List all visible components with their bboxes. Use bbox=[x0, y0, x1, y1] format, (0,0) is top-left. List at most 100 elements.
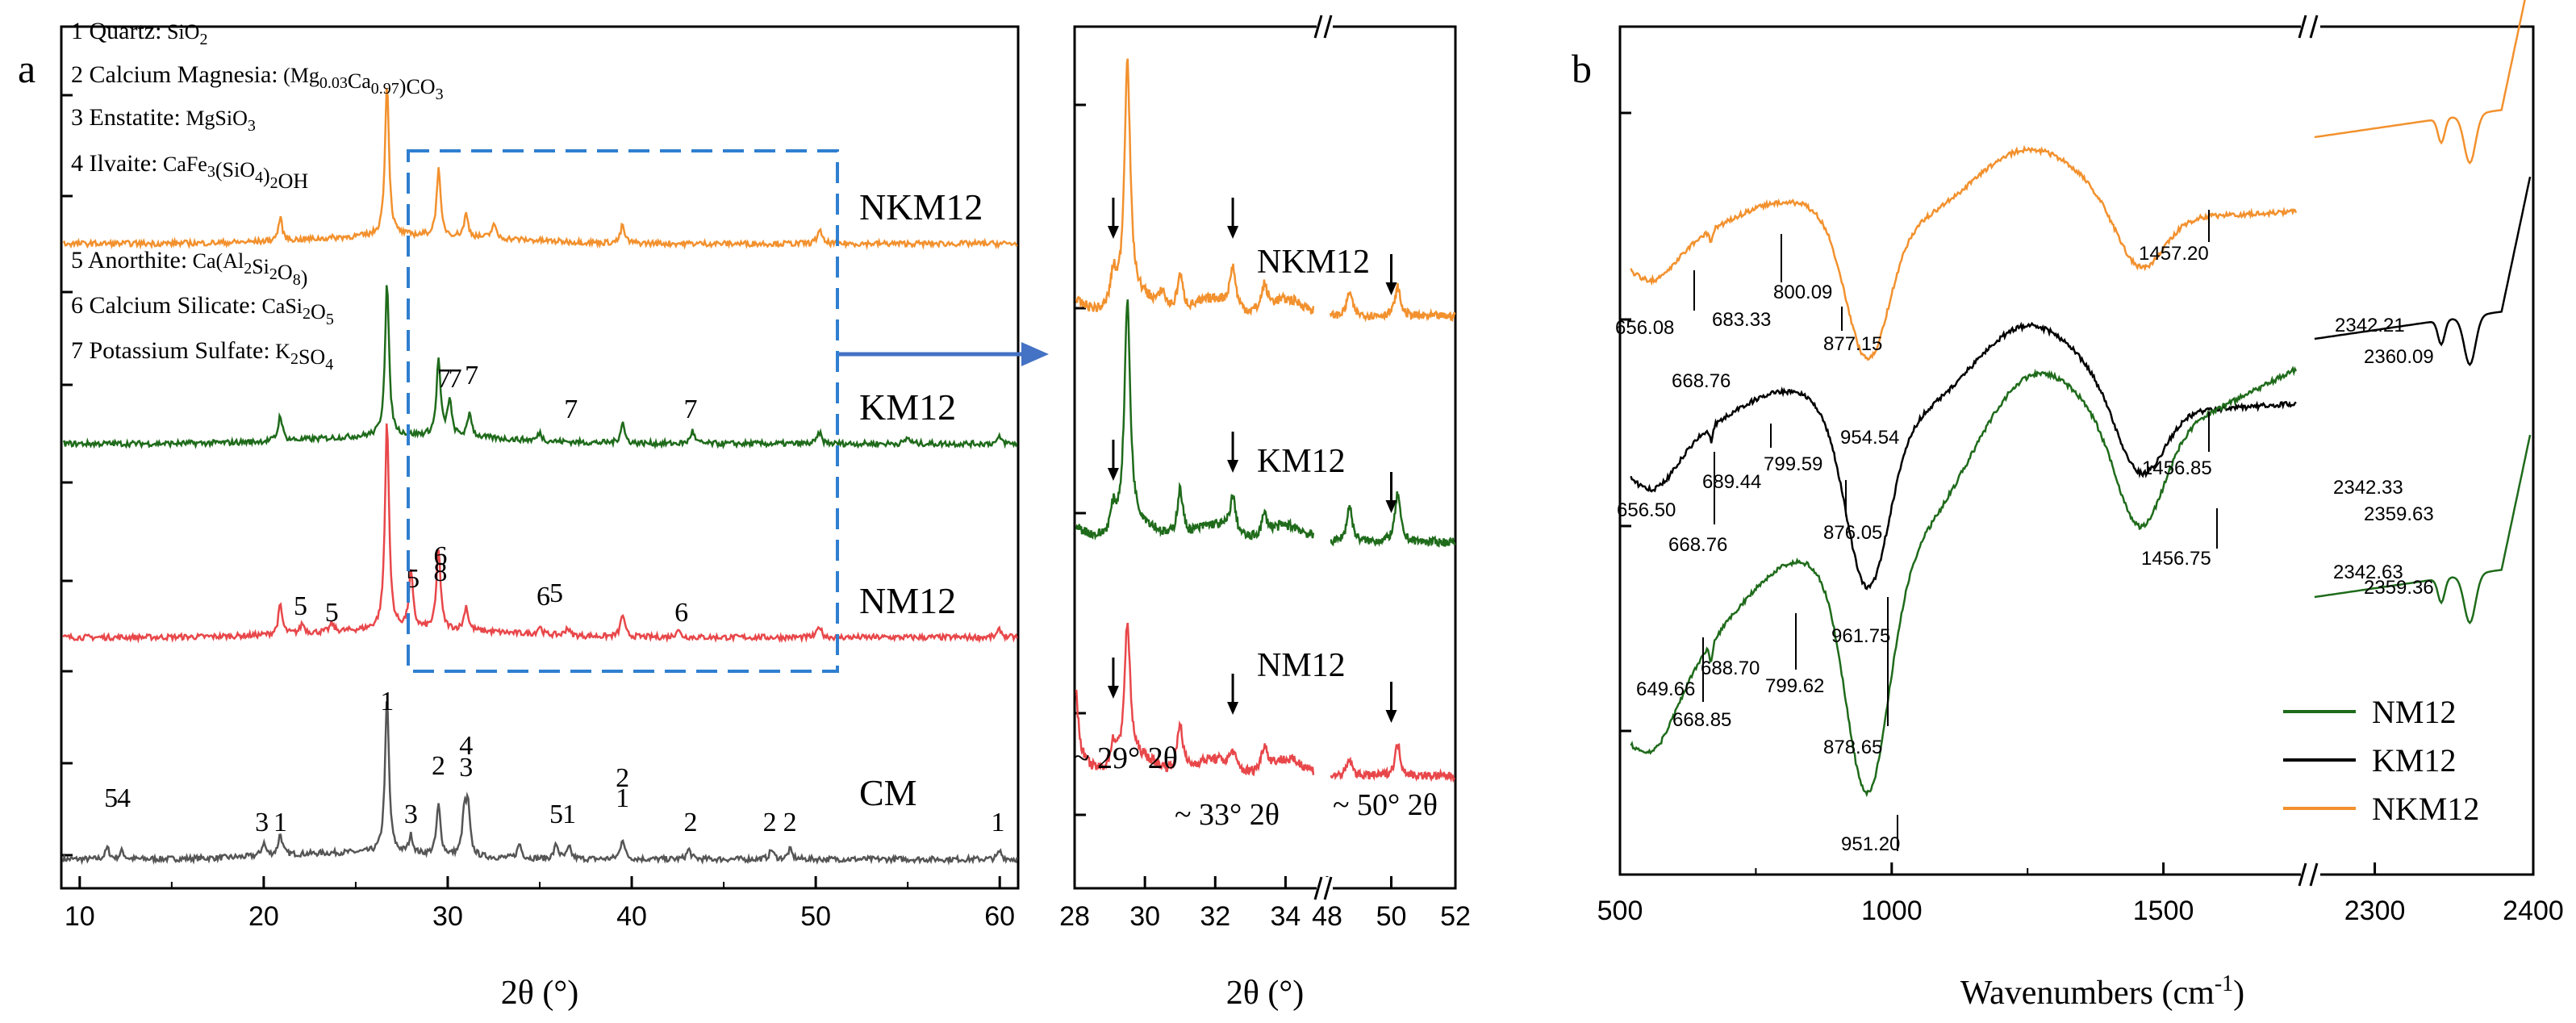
xrd-peak-mark-km12: 7 bbox=[465, 361, 478, 390]
zoom-plot-frame bbox=[1073, 25, 1457, 890]
peak-arrow-head bbox=[1107, 226, 1119, 239]
phase-legend-item: 2 Calcium Magnesia: (Mg0.03Ca0.97)CO3 bbox=[71, 61, 444, 103]
zoom-x-tick-label: 50 bbox=[1376, 901, 1407, 932]
xrd-zoom-chart: 28 30 32 34 48 50 52 NKM12 KM12 NM12 ~ 29° 2θ ~ 33… bbox=[1059, 15, 1471, 1012]
ftir-axis-ticks: 500 1000 1500 2300 2400 bbox=[1597, 15, 2564, 926]
xrd-peak-mark-km12: 7 bbox=[449, 364, 462, 394]
ftir-peak-label-nkm12: 2342.21 bbox=[2335, 315, 2405, 336]
peak-arrow-head bbox=[1227, 460, 1239, 473]
zoom-note: ~ 29° 2θ bbox=[1073, 741, 1178, 775]
xrd-x-tick-label: 20 bbox=[248, 901, 279, 932]
ftir-legend-label-km12: KM12 bbox=[2372, 742, 2456, 779]
axis-break-mark bbox=[2298, 15, 2307, 39]
ftir-legend: NM12 KM12 NKM12 bbox=[2283, 694, 2479, 827]
ftir-x-tick-label: 1500 bbox=[2133, 896, 2194, 926]
xrd-line-nm12 bbox=[62, 423, 1018, 644]
peak-arrow-head bbox=[1107, 468, 1119, 481]
ftir-chart: 500 1000 1500 2300 2400 656.08 683.33 668.76 80… bbox=[1597, 0, 2564, 1012]
zoom-axis-ticks: 28 30 32 34 48 50 52 bbox=[1059, 15, 1471, 932]
xrd-axis-ticks: 10 20 30 40 50 60 bbox=[61, 94, 1015, 932]
xrd-line-km12 bbox=[62, 285, 1018, 450]
xrd-series-lines: CM NM12 KM12 NKM12 bbox=[62, 87, 1018, 866]
ftir-peak-label-km12: 689.44 bbox=[1702, 471, 1761, 493]
axis-break-mark bbox=[2309, 15, 2319, 39]
xrd-peak-mark-cm: 1 bbox=[562, 800, 576, 829]
ftir-x-tick-label: 500 bbox=[1597, 896, 1643, 926]
xrd-peak-mark-cm: 5 bbox=[549, 800, 563, 829]
ftir-peak-label-km12: 668.76 bbox=[1668, 534, 1727, 556]
phase-legend-item: 6 Calcium Silicate: CaSi2O5 bbox=[71, 292, 334, 328]
xrd-peak-mark-nm12: 5 bbox=[294, 591, 307, 621]
zoom-line-km12 bbox=[1075, 299, 1315, 541]
axis-break-mark bbox=[1323, 876, 1333, 900]
ftir-peak-label-nm12: 799.62 bbox=[1765, 675, 1824, 697]
ftir-peak-label-nm12: 688.70 bbox=[1701, 658, 1760, 679]
zoom-x-tick-label: 48 bbox=[1312, 901, 1342, 932]
ftir-line-km12 bbox=[1630, 321, 2297, 591]
ftir-peak-label-km12: 656.50 bbox=[1617, 499, 1676, 521]
ftir-peak-label-km12: 2359.63 bbox=[2364, 503, 2434, 525]
zoom-x-tick-label: 28 bbox=[1059, 901, 1090, 932]
zoom-line-nm12-seg2 bbox=[1330, 743, 1456, 783]
zoom-line-nkm12 bbox=[1075, 58, 1315, 316]
ftir-peak-label-nm12: 2359.36 bbox=[2364, 577, 2434, 599]
axis-break-mark bbox=[1323, 15, 1333, 39]
zoom-x-tick-label: 52 bbox=[1440, 901, 1471, 932]
ftir-peak-label-nkm12: 800.09 bbox=[1773, 282, 1832, 303]
phase-legend-item: 3 Enstatite: MgSiO3 bbox=[71, 104, 256, 135]
zoom-series-label: KM12 bbox=[1257, 443, 1346, 480]
ftir-peak-label-nm12: 1456.75 bbox=[2141, 548, 2211, 570]
ftir-series-lines bbox=[1630, 0, 2532, 798]
xrd-peak-mark-cm: 2 bbox=[616, 763, 629, 793]
xrd-peak-mark-cm: 3 bbox=[255, 808, 269, 837]
zoom-line-km12-seg2 bbox=[1330, 491, 1456, 548]
zoom-series-label: NKM12 bbox=[1257, 244, 1370, 281]
xrd-peak-mark-nm12: 5 bbox=[325, 598, 339, 628]
peak-arrow-head bbox=[1385, 710, 1397, 723]
xrd-x-tick-label: 40 bbox=[616, 901, 647, 932]
zoom-note: ~ 50° 2θ bbox=[1333, 788, 1438, 822]
xrd-peak-mark-cm: 2 bbox=[432, 751, 445, 781]
xrd-peak-mark-cm: 1 bbox=[273, 808, 287, 837]
xrd-peak-mark-cm: 4 bbox=[459, 731, 473, 761]
xrd-peak-mark-cm: 4 bbox=[117, 783, 131, 813]
ftir-peak-label-km12: 961.75 bbox=[1831, 625, 1890, 647]
xrd-series-label-cm: CM bbox=[859, 772, 917, 813]
peak-arrow-head bbox=[1385, 282, 1397, 295]
xrd-peak-mark-nm12: 8 bbox=[433, 557, 447, 587]
zoom-line-nm12 bbox=[1075, 622, 1315, 777]
zoom-x-tick-label: 30 bbox=[1129, 901, 1160, 932]
xrd-x-tick-label: 30 bbox=[432, 901, 463, 932]
peak-arrow-head bbox=[1385, 500, 1397, 513]
ftir-peak-label-nkm12: 1457.20 bbox=[2139, 243, 2209, 265]
xrd-peak-mark-nm12: 6 bbox=[433, 541, 447, 571]
xrd-peak-mark-cm: 3 bbox=[459, 753, 473, 783]
xrd-peak-mark-cm: 1 bbox=[991, 808, 1004, 837]
xrd-x-axis-label: 2θ (°) bbox=[501, 975, 578, 1012]
ftir-peak-labels: 656.08 683.33 668.76 800.09 877.15 954.54 1457… bbox=[1615, 210, 2434, 855]
ftir-x-tick-label: 2400 bbox=[2503, 896, 2564, 926]
xrd-peak-mark-km12: 7 bbox=[564, 395, 578, 424]
ftir-line-nkm12-seg2 bbox=[2314, 0, 2526, 165]
zoom-note: ~ 33° 2θ bbox=[1175, 798, 1280, 832]
ftir-line-nm12 bbox=[1630, 365, 2298, 798]
xrd-series-label-km12: KM12 bbox=[859, 386, 956, 428]
axis-break-mark bbox=[2298, 862, 2307, 887]
xrd-peak-mark-km12: 7 bbox=[437, 364, 451, 394]
xrd-peak-mark-nm12: 6 bbox=[674, 598, 688, 628]
panel-label-b: b bbox=[1572, 46, 1592, 91]
peak-arrow-head bbox=[1227, 226, 1239, 239]
ftir-x-tick-label: 1000 bbox=[1861, 896, 1923, 926]
ftir-legend-label-nm12: NM12 bbox=[2372, 694, 2456, 730]
zoom-line-nkm12-seg2 bbox=[1329, 282, 1456, 323]
xrd-x-tick-label: 60 bbox=[984, 901, 1015, 932]
xrd-line-cm bbox=[62, 701, 1018, 866]
xrd-peak-mark-cm: 2 bbox=[763, 808, 777, 837]
ftir-peak-label-nm12: 668.85 bbox=[1672, 709, 1731, 731]
ftir-peak-label-km12: 1456.85 bbox=[2142, 457, 2212, 479]
zoom-annotations: NKM12 KM12 NM12 ~ 29° 2θ ~ 33° 2θ ~ 50° 2θ bbox=[1073, 198, 1438, 832]
xrd-x-tick-label: 10 bbox=[65, 901, 95, 932]
xrd-peak-mark-cm: 1 bbox=[616, 783, 629, 813]
